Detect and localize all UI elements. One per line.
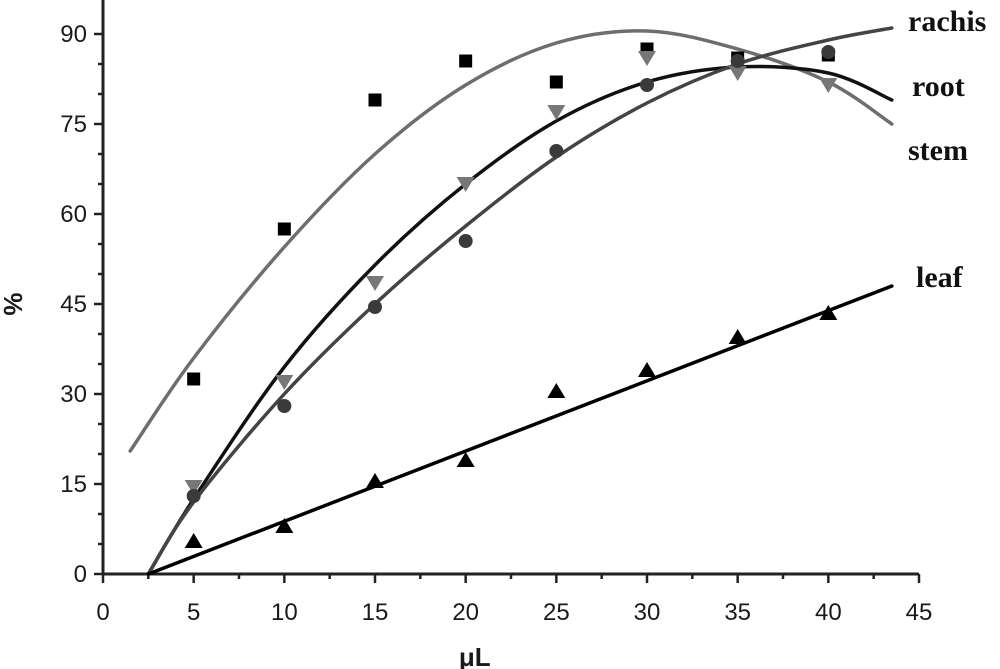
stem-point xyxy=(186,489,201,503)
leaf-point xyxy=(184,533,203,548)
leaf-point xyxy=(638,362,656,377)
x-tick-label: 30 xyxy=(634,599,661,626)
data-points xyxy=(184,42,838,548)
y-tick-label: 30 xyxy=(60,381,87,408)
root-point xyxy=(638,51,656,66)
y-tick-label: 60 xyxy=(60,201,87,228)
rachis-point xyxy=(549,75,563,89)
rachis-point xyxy=(277,222,291,236)
root-point xyxy=(456,177,475,192)
x-tick-label: 15 xyxy=(362,599,389,626)
stem-point xyxy=(640,78,654,92)
y-tick-label: 90 xyxy=(60,21,87,48)
x-axis-title: μL xyxy=(459,642,491,669)
leaf-trend-line xyxy=(146,284,894,576)
x-tick-label: 20 xyxy=(452,599,479,626)
root-point xyxy=(728,66,747,81)
labels: μL% rachis root stem leaf xyxy=(0,5,986,669)
x-tick-label: 10 xyxy=(271,599,298,626)
stem-label: stem xyxy=(908,134,968,167)
stem-point xyxy=(549,144,564,158)
root-point xyxy=(184,480,203,495)
y-tick-label: 15 xyxy=(60,471,87,498)
y-tick-label: 75 xyxy=(60,111,87,138)
leaf-point xyxy=(456,452,475,467)
root-point xyxy=(547,105,566,120)
leaf-point xyxy=(366,473,384,488)
x-tick-label: 35 xyxy=(724,599,751,626)
rachis-point xyxy=(459,54,473,68)
stem-trend-line xyxy=(146,26,894,576)
y-axis-title: % xyxy=(0,292,28,315)
root-point xyxy=(275,375,294,390)
x-tick-label: 40 xyxy=(815,599,842,626)
rachis-label: rachis xyxy=(908,5,986,38)
rachis-trend-line xyxy=(128,29,894,453)
trend-lines xyxy=(128,26,894,576)
stem-point xyxy=(368,300,382,314)
root-trend-line xyxy=(146,64,894,576)
rachis-point xyxy=(368,93,382,107)
leaf-point xyxy=(275,518,294,533)
stem-point xyxy=(821,45,836,59)
x-tick-label: 25 xyxy=(543,599,570,626)
stem-point xyxy=(730,54,745,68)
root-label: root xyxy=(912,70,965,103)
leaf-point xyxy=(819,305,838,320)
leaf-point xyxy=(547,383,566,398)
x-tick-label: 0 xyxy=(96,599,109,626)
x-tick-label: 45 xyxy=(906,599,933,626)
rachis-point xyxy=(187,372,201,386)
root-point xyxy=(366,276,384,291)
root-point xyxy=(819,78,838,93)
stem-point xyxy=(458,234,473,248)
axes: 0 15 30 45 60 75 90 0 5 10 15 20 25 30 35 40 45 xyxy=(60,0,932,626)
x-tick-label: 5 xyxy=(187,599,200,626)
stem-point xyxy=(277,399,292,413)
y-tick-label: 45 xyxy=(60,291,87,318)
leaf-point xyxy=(728,329,747,344)
y-tick-label: 0 xyxy=(74,561,87,588)
leaf-label: leaf xyxy=(916,261,964,294)
